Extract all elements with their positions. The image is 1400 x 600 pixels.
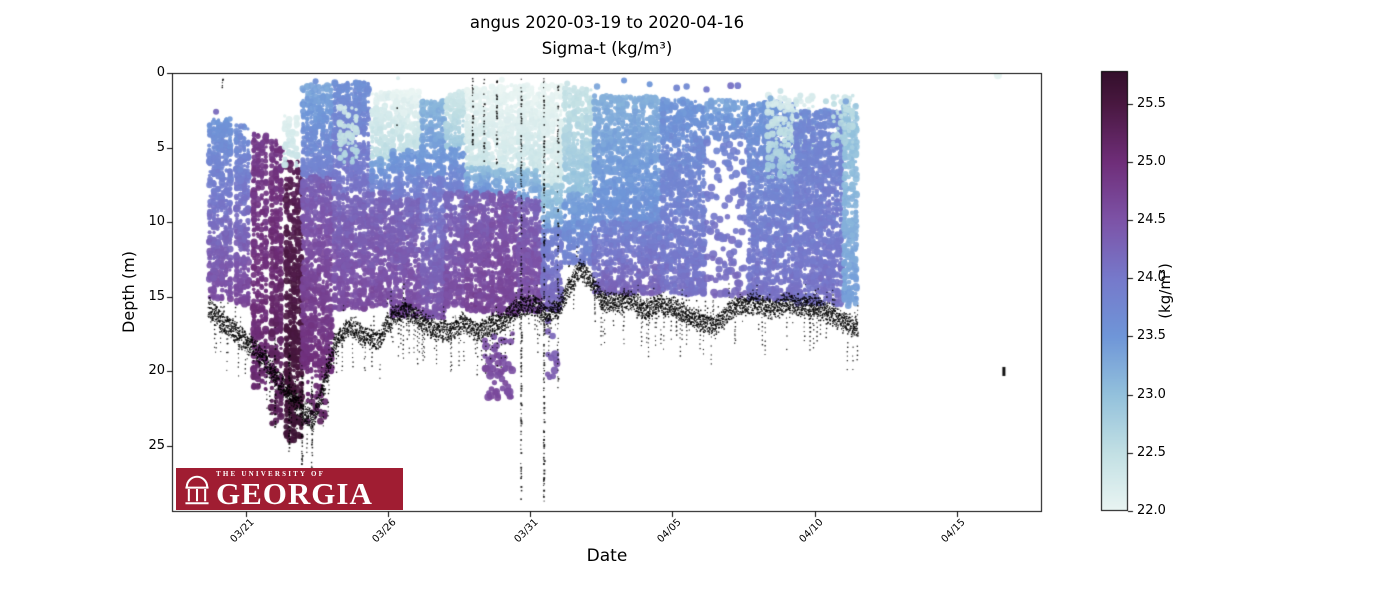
colorbar-tick-label: 22.0	[1137, 503, 1166, 518]
colorbar-tick-label: 24.0	[1137, 270, 1166, 286]
colorbar-tick-label: 23.0	[1137, 386, 1166, 402]
y-tick-label: 10	[148, 214, 165, 230]
uga-logo: THE UNIVERSITY OF GEORGIA	[176, 468, 403, 510]
colorbar-tick-label: 22.5	[1137, 444, 1166, 460]
figure-title: angus 2020-03-19 to 2020-04-16	[469, 13, 745, 32]
y-tick-label: 5	[156, 139, 165, 155]
y-tick-label: 25	[148, 438, 165, 454]
colorbar-tick-label: 25.0	[1137, 153, 1166, 169]
y-tick-label: 0	[156, 65, 165, 80]
colorbar-tick-label: 24.5	[1137, 211, 1166, 227]
x-axis-label: Date	[586, 546, 628, 566]
uga-arch-icon	[185, 475, 209, 505]
y-tick-label: 20	[148, 363, 165, 379]
uga-logo-top-text: THE UNIVERSITY OF	[216, 469, 326, 478]
figure-subtitle: Sigma-t (kg/m³)	[541, 39, 673, 58]
colorbar-tick-label: 25.5	[1137, 95, 1166, 111]
colorbar-tick-label: 23.5	[1137, 328, 1166, 344]
uga-logo-main-text: GEORGIA	[216, 475, 373, 511]
y-tick-label: 15	[148, 288, 165, 304]
uga-logo-text: THE UNIVERSITY OF GEORGIA	[216, 470, 373, 509]
